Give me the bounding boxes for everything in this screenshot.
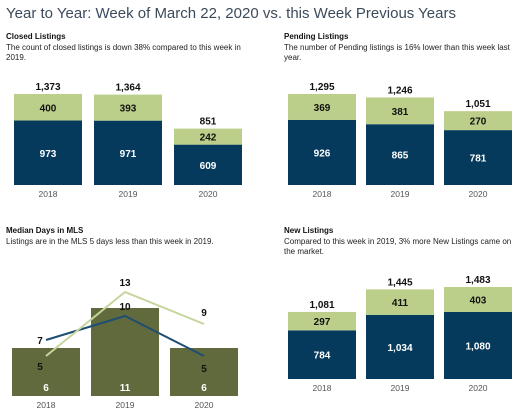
bar-total-label-2020: 851: [200, 117, 217, 128]
bar-total-label-2018: 1,373: [35, 82, 60, 93]
x-tick-label-2020: 2020: [195, 400, 214, 410]
bar-label-base-2019: 865: [392, 151, 409, 162]
closed-listings-subtitle: The count of closed listings is down 38%…: [6, 43, 241, 62]
x-tick-label-2019: 2019: [119, 189, 138, 199]
bar-label-base-2020: 1,080: [465, 342, 490, 353]
bar-label-base-2018: 926: [314, 148, 331, 159]
bar-segment-base-2019: [366, 124, 434, 185]
bar-label-top-2019: 411: [392, 298, 409, 309]
bar-segment-base-2018: [288, 119, 356, 185]
x-tick-label-2018: 2018: [37, 400, 56, 410]
x-tick-label-2018: 2018: [313, 189, 332, 199]
bar-segment-top-2018: [288, 94, 356, 120]
bar-label-top-2020: 403: [470, 296, 487, 307]
bar-total-label-2019: 1,246: [387, 85, 412, 96]
bar-segment-base-2018: [14, 120, 82, 185]
page-title: Year to Year: Week of March 22, 2020 vs.…: [6, 5, 456, 22]
closed-listings-chart: 973 400 1,373 2018 971 393 1,364 2019 609 242 851 2…: [14, 82, 242, 199]
bar-label-top-2020: 242: [200, 133, 217, 144]
line-1-label-2019: 10: [119, 302, 131, 313]
bar-label-2020: 6: [201, 383, 207, 394]
bar-segment-base-2019: [366, 314, 434, 379]
bar-segment-base-2020: [444, 130, 512, 185]
pending-listings-title: Pending Listings: [284, 32, 349, 41]
pending-listings-subtitle: The number of Pending listings is 16% lo…: [284, 43, 510, 62]
x-tick-label-2019: 2019: [391, 383, 410, 393]
new-listings-subtitle: Compared to this week in 2019, 3% more N…: [284, 237, 512, 256]
line-1-label-2020: 5: [201, 364, 207, 375]
line-series-1: [45, 314, 205, 357]
bar-label-top-2018: 297: [314, 317, 331, 328]
bar-label-top-2019: 393: [120, 104, 137, 115]
bar-segment-top-2020: [444, 111, 512, 131]
new-listings-panel: New Listings Compared to this week in 20…: [284, 226, 519, 406]
bar-label-base-2020: 609: [200, 161, 217, 172]
x-tick-label-2018: 2018: [313, 383, 332, 393]
bar-label-2019: 11: [120, 383, 131, 394]
pending-listings-chart: 926 369 1,295 2018 865 381 1,246 2019 781 270 1,05…: [288, 82, 512, 199]
bar-segment-top-2019: [94, 94, 162, 121]
x-tick-label-2019: 2019: [391, 189, 410, 199]
line-1-label-2018: 7: [37, 336, 43, 347]
line-2-label-2019: 13: [119, 278, 131, 289]
closed-listings-title: Closed Listings: [6, 32, 66, 41]
bar-segment-top-2018: [14, 94, 82, 121]
bar-label-2018: 6: [43, 383, 49, 394]
bar-label-base-2019: 971: [120, 149, 137, 160]
bar-segment-top-2018: [288, 311, 356, 331]
x-tick-label-2019: 2019: [116, 400, 135, 410]
bar-label-base-2018: 973: [40, 149, 57, 160]
median-days-subtitle: Listings are in the MLS 5 days less than…: [6, 237, 214, 246]
x-tick-label-2018: 2018: [39, 189, 58, 199]
bar-total-label-2019: 1,364: [115, 83, 140, 94]
median-days-chart: 6 2018 11 2019 6 2020 7 10 5 5 13 9: [12, 278, 238, 410]
median-days-title: Median Days in MLS: [6, 226, 84, 235]
bar-segment-top-2019: [366, 97, 434, 125]
bar-segment-base-2020: [174, 144, 242, 185]
bar-segment-base-2019: [94, 120, 162, 185]
new-listings-title: New Listings: [284, 226, 334, 235]
line-series-2: [45, 290, 205, 357]
line-2-label-2018: 5: [37, 362, 43, 373]
bar-total-label-2020: 1,483: [465, 275, 490, 286]
bar-segment-base-2018: [288, 330, 356, 379]
bar-label-top-2018: 400: [40, 103, 57, 114]
bar-total-label-2020: 1,051: [465, 99, 490, 110]
bar-label-base-2019: 1,034: [387, 343, 412, 354]
line-2-label-2020: 9: [201, 308, 207, 319]
x-tick-label-2020: 2020: [469, 383, 488, 393]
bar-label-top-2018: 369: [314, 103, 331, 114]
bar-segment-top-2020: [444, 287, 512, 313]
median-days-panel: Median Days in MLS Listings are in the M…: [6, 226, 251, 410]
bar-segment-base-2020: [444, 312, 512, 379]
closed-listings-panel: Closed Listings The count of closed list…: [6, 32, 251, 212]
bar-label-top-2019: 381: [392, 107, 409, 118]
bar-total-label-2018: 1,295: [309, 82, 334, 93]
bar-segment-top-2020: [174, 128, 242, 145]
pending-listings-panel: Pending Listings The number of Pending l…: [284, 32, 519, 212]
bar-total-label-2018: 1,081: [309, 300, 334, 311]
bar-label-base-2020: 781: [470, 154, 487, 165]
x-tick-label-2020: 2020: [469, 189, 488, 199]
x-tick-label-2020: 2020: [199, 189, 218, 199]
bar-segment-top-2019: [366, 289, 434, 315]
bar-label-top-2020: 270: [470, 117, 487, 128]
bar-label-base-2018: 784: [314, 351, 331, 362]
bar-total-label-2019: 1,445: [387, 277, 412, 288]
new-listings-chart: 784 297 1,081 2018 1,034 411 1,445 2019 1,080 403…: [288, 275, 512, 393]
